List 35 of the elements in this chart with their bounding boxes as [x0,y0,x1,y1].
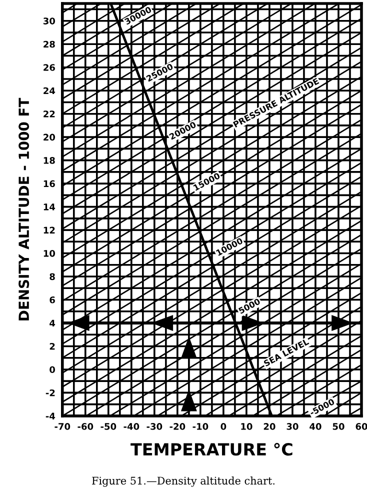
x-tick-label: 60 [356,423,367,430]
y-tick-label: 20 [44,134,56,141]
y-tick-label: 8 [50,273,55,280]
caption: Figure 51.—Density altitude chart. [92,476,275,487]
x-tick-label: -70 [54,423,70,430]
x-tick-label: -20 [170,423,186,430]
y-tick-label: -2 [46,389,55,396]
x-tick-label: -10 [192,423,208,430]
y-tick-label: 10 [44,250,56,257]
y-tick-label: 26 [44,64,55,71]
x-tick-label: -30 [146,423,162,430]
x-tick-label: 30 [286,423,298,430]
x-tick-label: 40 [310,423,322,430]
y-tick-label: 2 [50,342,55,350]
y-axis-title: DENSITY ALTITUDE - 1000 FT [18,98,30,320]
x-tick-label: -50 [100,423,116,430]
y-tick-label: 28 [44,40,55,48]
y-tick-label: 0 [50,366,56,374]
y-tick-label: 16 [44,180,55,188]
y-tick-label: 14 [44,204,56,210]
y-tick-label: 6 [50,296,55,304]
x-tick-label: 50 [332,423,344,430]
x-axis-title: TEMPERATURE °C [130,442,292,456]
x-tick-label: 20 [264,423,276,430]
x-tick-label: 10 [241,423,252,430]
y-tick-label: 22 [44,110,55,118]
y-tick-label: 4 [50,320,56,326]
x-tick-label: -40 [124,423,140,430]
y-tick-label: 12 [44,226,55,234]
x-tick-label: 0 [220,423,226,430]
y-tick-label: 24 [44,87,56,94]
y-tick-label: -4 [46,412,56,420]
y-tick-label: 18 [44,157,55,164]
x-tick-label: -60 [78,423,94,430]
y-tick-label: 30 [43,18,56,24]
